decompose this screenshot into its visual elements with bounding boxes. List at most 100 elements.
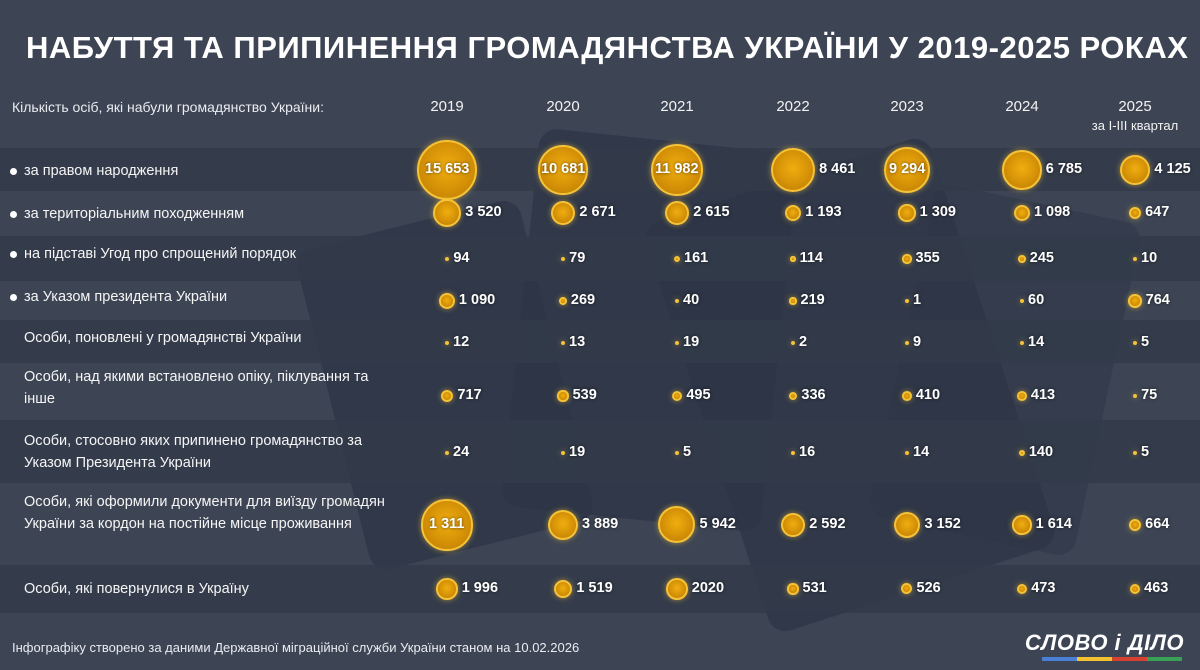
data-label: 19 [569,444,586,460]
row-bullet [10,168,17,175]
row-label: Особи, які оформили документи для виїзду… [24,494,385,532]
data-label: 3 152 [924,516,961,532]
data-bubble [780,512,806,538]
year-header-2021: 2021 [660,98,694,115]
data-bubble [675,299,679,303]
data-label: 1 [913,292,922,308]
data-label: 9 [913,334,922,350]
data-label: 10 [1141,250,1158,266]
data-label: 245 [1029,250,1054,266]
data-label: 2 592 [809,516,846,532]
data-label: 1 090 [458,292,496,308]
row-label: Особи, які повернулися в Україну [24,581,249,597]
data-bubble [650,143,704,197]
row-label: за територіальним походженням [24,206,245,222]
brand-logo: СЛОВО і ДІЛО [1024,630,1184,655]
data-bubble [560,256,566,262]
data-label: 219 [800,292,825,308]
data-label: 9 294 [889,161,926,177]
data-bubble [1002,150,1042,190]
data-label: 539 [572,387,597,403]
data-bubble [1128,294,1142,308]
data-bubble [1020,341,1024,345]
logo-bar-segment [1077,657,1112,661]
data-label: 10 681 [541,161,586,177]
data-bubble [561,451,565,455]
data-bubble [905,341,909,345]
data-label: 75 [1141,387,1158,403]
data-label: 14 [913,444,930,460]
data-bubble [557,390,569,402]
data-label: 16 [799,444,816,460]
data-label: 5 [683,444,692,460]
data-bubble [790,256,796,262]
data-bubble [671,390,683,402]
data-bubble [791,451,795,455]
row-band [0,565,1200,613]
data-label: 3 520 [465,204,502,220]
data-label: 717 [457,387,482,403]
year-header-2025: 2025 [1118,98,1152,115]
data-label: 114 [799,250,823,266]
year-header-2023: 2023 [890,98,924,115]
data-label: 94 [453,250,470,266]
data-label: 5 [1141,444,1150,460]
data-bubble [1018,255,1026,263]
data-bubble [1133,341,1137,345]
data-label: 664 [1145,516,1170,532]
data-bubble [902,391,912,401]
data-bubble [1017,391,1027,401]
data-label: 463 [1144,580,1169,596]
data-label: 60 [1028,292,1045,308]
data-bubble [1133,257,1137,261]
data-label: 4 125 [1154,161,1191,177]
row-label: за правом народження [24,163,179,179]
data-bubble [898,204,916,222]
row-band [0,236,1200,281]
data-label: 1 311 [429,516,465,532]
data-bubble [1014,205,1030,221]
data-bubble [905,451,909,455]
data-bubble [673,255,681,263]
data-label: 1 996 [461,580,499,596]
data-label: 14 [1028,334,1045,350]
row-label: на підставі Угод про спрощений порядок [24,246,296,262]
data-label: 13 [569,334,586,350]
row-label: Особи, над якими встановлено опіку, пікл… [24,369,369,407]
data-bubble [902,254,912,264]
logo-bar-segment [1112,657,1147,661]
data-bubble [439,293,455,309]
data-label: 413 [1030,387,1056,403]
logo-color-bar [1042,657,1182,661]
data-label: 79 [569,250,586,266]
logo-bar-segment [1147,657,1182,661]
data-bubble [883,146,931,194]
data-label: 355 [915,250,940,266]
data-bubble [1132,393,1138,399]
logo-bar-segment [1042,657,1077,661]
data-label: 764 [1145,292,1170,308]
chart-subtitle: Кількість осіб, які набули громадянство … [12,99,324,115]
row-bullet [10,251,17,258]
data-bubble [893,511,921,539]
data-bubble [1012,515,1032,535]
data-bubble [666,578,688,600]
row-label: Особи, поновлені у громадянстві України [24,330,302,346]
year-header-2024: 2024 [1005,98,1039,115]
data-label: 8 461 [819,161,856,177]
data-bubble [445,451,449,455]
data-bubble [658,506,696,544]
data-label: 1 193 [805,204,842,220]
chart-title: НАБУТТЯ ТА ПРИПИНЕННЯ ГРОМАДЯНСТВА УКРАЇ… [26,30,1189,65]
data-bubble [905,299,909,303]
data-bubble [664,200,690,226]
data-bubble [901,583,913,595]
row-band [0,420,1200,483]
data-bubble [548,510,578,540]
data-label: 140 [1028,444,1054,460]
data-label: 15 653 [425,161,470,177]
row-label: Особи, стосовно яких припинено громадянс… [24,433,363,471]
year-note-2025: за I-III квартал [1091,118,1179,133]
data-label: 336 [801,387,826,403]
